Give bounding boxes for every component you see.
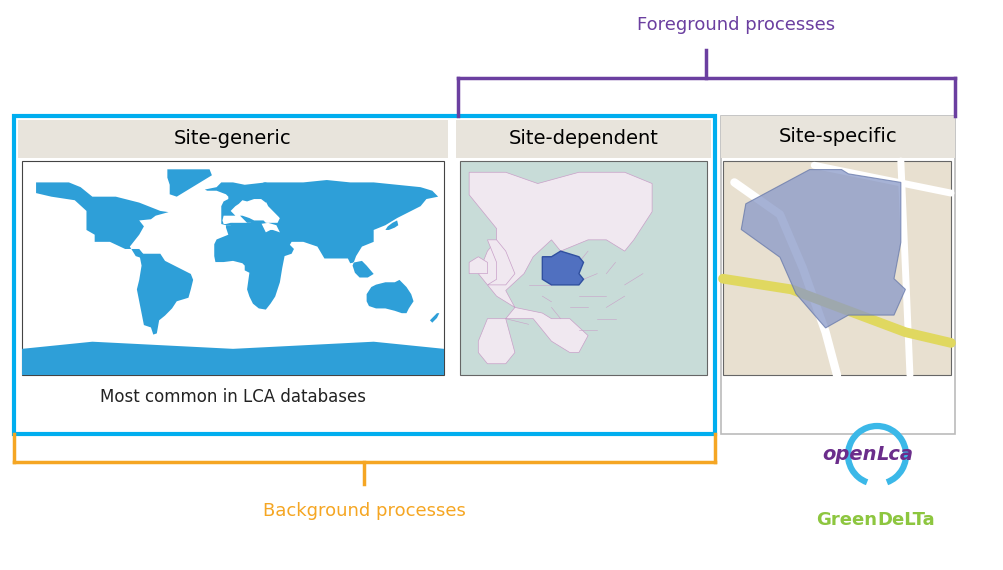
Polygon shape [205,182,280,225]
Text: Site-specific: Site-specific [778,128,897,146]
Bar [722,161,950,375]
Polygon shape [429,313,439,323]
Bar [22,161,443,375]
Polygon shape [263,180,437,278]
Text: Site-dependent: Site-dependent [509,129,658,149]
Text: Most common in LCA databases: Most common in LCA databases [100,388,366,406]
Text: open: open [821,446,877,465]
Polygon shape [487,240,515,285]
Bar [459,161,706,375]
Polygon shape [136,254,193,335]
Bar [720,116,954,158]
Text: Green: Green [815,511,877,529]
Polygon shape [168,169,212,197]
Polygon shape [36,182,169,258]
Polygon shape [214,223,294,310]
Polygon shape [22,341,443,375]
Polygon shape [366,280,413,313]
Text: Site-generic: Site-generic [174,129,292,149]
Bar [14,116,714,434]
Polygon shape [468,172,652,364]
Polygon shape [385,221,398,230]
Text: Foreground processes: Foreground processes [637,16,834,34]
Polygon shape [740,169,905,328]
Polygon shape [468,256,487,274]
Text: Background processes: Background processes [263,502,465,520]
Text: DeLTa: DeLTa [877,511,934,529]
Text: Lca: Lca [877,446,913,465]
Bar [18,120,447,158]
Bar [455,120,710,158]
Polygon shape [542,251,583,285]
Bar [720,116,954,434]
